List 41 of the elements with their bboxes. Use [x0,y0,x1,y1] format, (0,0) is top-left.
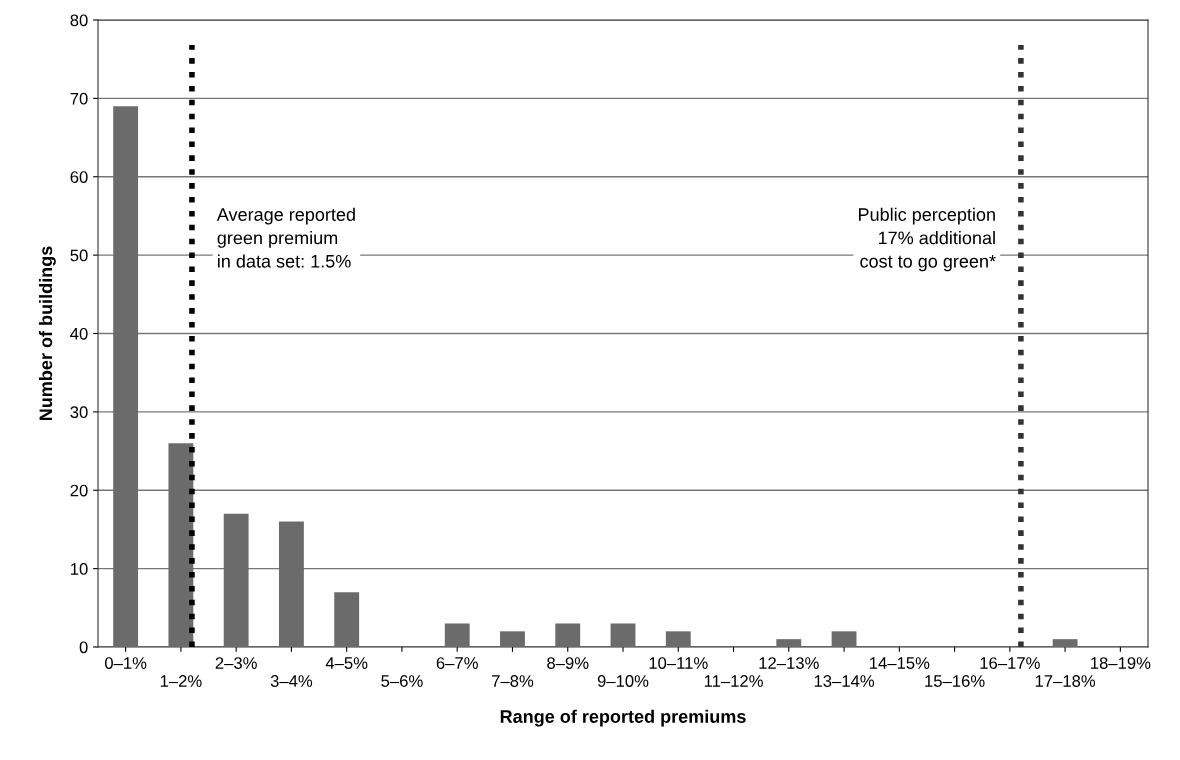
x-tick-label: 0–1% [104,657,147,669]
y-tick-label: 50 [70,249,88,262]
ref-line-label: Public perception 17% additional cost to go green* [859,207,996,272]
x-tick-label: 2–3% [215,657,257,669]
bar [610,623,636,647]
bar [500,631,525,647]
y-tick-label: 20 [70,484,88,497]
bar [1052,639,1078,647]
bar [831,631,857,647]
x-tick-label: 9–10% [597,675,649,687]
bar [665,631,691,647]
ref-line-label: Average reported green premium in data set: 1.5% [216,207,355,268]
y-tick-label: 70 [70,92,88,105]
y-tick-label: 80 [70,14,88,27]
y-tick-label: 60 [70,171,88,183]
x-tick-label: 5–6% [381,675,423,687]
y-tick-label: 30 [70,406,88,419]
y-tick-label: 0 [79,641,88,654]
y-tick-label: 10 [71,563,88,575]
x-tick-label: 7–8% [492,675,534,687]
x-tick-label: 8–9% [547,657,589,669]
y-tick-label: 40 [70,327,88,340]
bar [555,623,581,647]
bar [334,592,360,647]
x-tick-label: 11–12% [704,675,763,687]
x-tick-label: 16–17% [980,657,1040,669]
x-tick-label: 12–13% [759,657,819,669]
x-axis-title: Range of reported premiums [500,709,746,727]
x-tick-label: 1–2% [160,675,202,687]
bar [776,639,802,647]
x-tick-label: 4–5% [325,657,368,669]
x-tick-label: 3–4% [270,675,313,687]
y-axis-title: Number of buildings [38,246,56,421]
x-tick-label: 13–14% [814,675,875,687]
bar [444,623,470,647]
x-tick-label: 6–7% [436,657,478,669]
x-tick-label: 18–19% [1091,657,1151,669]
x-tick-label: 17–18% [1035,675,1096,687]
x-tick-label: 10–11% [649,657,708,669]
x-tick-label: 14–15% [870,657,930,669]
x-tick-label: 15–16% [925,675,985,687]
